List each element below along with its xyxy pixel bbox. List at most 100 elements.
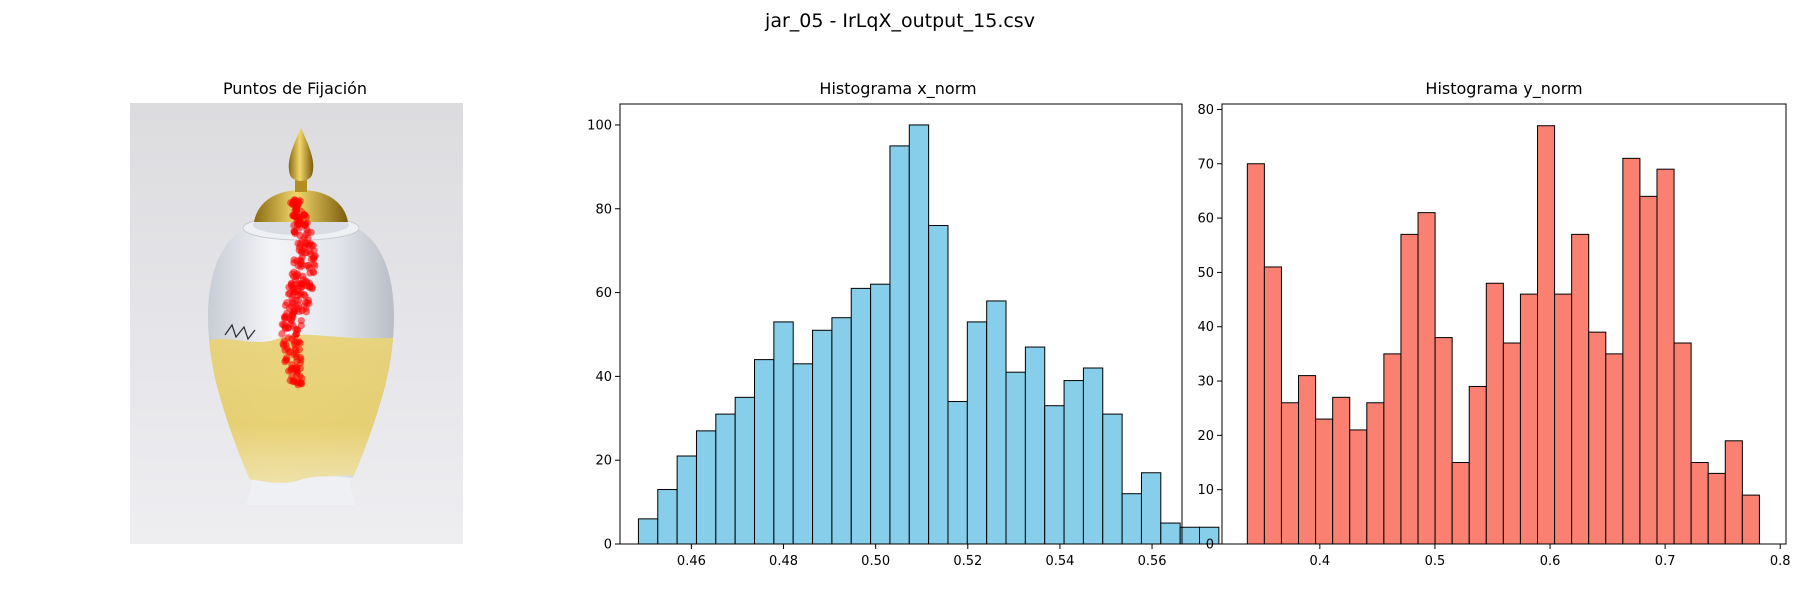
y-tick-label: 40 (1197, 320, 1214, 335)
histogram-x-title: Histograma x_norm (819, 79, 976, 99)
histogram-bar (1349, 429, 1368, 545)
fixation-point (287, 316, 296, 324)
histogram-bar (1434, 337, 1453, 545)
x-tick-label: 0.56 (1138, 554, 1167, 569)
fixation-point (305, 262, 313, 270)
histogram-x-bars (637, 124, 1220, 545)
histogram-bar (1140, 472, 1162, 545)
histogram-bar (1519, 293, 1539, 545)
x-tick-label: 0.4 (1309, 554, 1330, 569)
y-tick-label: 0 (1206, 538, 1214, 553)
figure-suptitle: jar_05 - IrLqX_output_15.csv (764, 10, 1035, 32)
histogram-bar (1280, 402, 1300, 545)
fixation-point (295, 296, 303, 304)
histogram-bar (1741, 494, 1760, 545)
x-tick-label: 0.5 (1425, 554, 1446, 569)
histogram-bar (1639, 195, 1658, 545)
histogram-bar (1024, 346, 1046, 545)
fixation-point (294, 239, 302, 248)
fixation-point (305, 283, 314, 292)
histogram-bar (947, 401, 968, 545)
fixation-point (296, 214, 304, 222)
x-tick-label: 0.7 (1655, 554, 1676, 569)
fixation-point (311, 262, 319, 270)
fixation-point (291, 284, 299, 292)
fixation-point (306, 269, 314, 277)
histogram-bar (1160, 522, 1181, 545)
histogram-bar (1383, 353, 1402, 545)
histogram-bar (1246, 163, 1265, 545)
fixation-point (285, 347, 293, 355)
y-tick-label: 20 (1197, 429, 1214, 444)
x-tick-label: 0.48 (769, 554, 798, 569)
fixation-point (292, 364, 300, 372)
histogram-bar (1656, 168, 1675, 545)
histogram-bar (1044, 405, 1065, 545)
histogram-bar (1366, 402, 1385, 545)
fixation-point (284, 324, 292, 332)
x-tick-label: 0.6 (1540, 554, 1561, 569)
x-tick-label: 0.50 (861, 554, 890, 569)
histogram-bar (1468, 385, 1487, 545)
fixation-point (296, 256, 305, 264)
histogram-bar (908, 124, 930, 545)
fixation-points (278, 196, 319, 389)
histogram-x-norm: Histograma x_norm 0.46 0.48 0.50 0.52 0.54 0.… (587, 79, 1220, 569)
histogram-bar (1537, 125, 1556, 545)
fixation-point (292, 350, 300, 358)
fixation-point (300, 244, 308, 252)
histogram-bar (870, 283, 891, 545)
histogram-bar (1502, 342, 1521, 545)
fixation-point (282, 340, 290, 349)
fixation-point (298, 380, 306, 388)
histogram-bar (1605, 353, 1624, 545)
y-tick-label: 60 (1197, 212, 1214, 227)
histogram-bar (1485, 282, 1504, 545)
fixation-point (287, 199, 295, 207)
histogram-bar (889, 145, 910, 545)
y-tick-label: 30 (1197, 375, 1214, 390)
fixation-point (293, 202, 301, 210)
fixation-point (292, 330, 300, 338)
histogram-bar (1298, 375, 1317, 545)
fixation-point (282, 312, 290, 320)
histogram-bar (1179, 526, 1201, 545)
histogram-bar (986, 300, 1007, 545)
histogram-y-title: Histograma y_norm (1425, 79, 1582, 99)
histogram-bar (637, 518, 659, 545)
histogram-y-axes-frame (1221, 103, 1787, 545)
x-tick-label: 0.8 (1770, 554, 1791, 569)
histogram-y-bars (1246, 125, 1760, 545)
histogram-bar (1673, 342, 1692, 545)
y-tick-label: 70 (1197, 157, 1214, 172)
histogram-bar (657, 489, 678, 545)
histogram-bar (754, 359, 775, 545)
histogram-bar (734, 396, 756, 545)
histogram-bar (1571, 233, 1590, 545)
fixation-point (282, 356, 290, 364)
fixation-point (285, 283, 293, 291)
fixation-point (300, 302, 308, 310)
histogram-bar (1400, 233, 1419, 545)
y-tick-label: 50 (1197, 266, 1214, 281)
fixation-point (304, 228, 312, 236)
histogram-bar (1724, 440, 1743, 545)
y-tick-label: 20 (595, 454, 612, 469)
histogram-bar (1315, 418, 1334, 545)
x-tick-label: 0.46 (677, 554, 706, 569)
histogram-y-yticks: 0 10 20 30 40 50 60 70 80 (1197, 103, 1222, 553)
histogram-x-axes-frame (619, 103, 1183, 545)
histogram-bar (1063, 380, 1084, 545)
histogram-bar (1451, 462, 1470, 545)
x-tick-label: 0.54 (1045, 554, 1074, 569)
histogram-bar (676, 455, 697, 545)
y-tick-label: 80 (1197, 103, 1214, 118)
fixation-point (286, 376, 294, 385)
histogram-bar (773, 321, 794, 545)
fixation-point (288, 303, 296, 311)
fixation-image-panel: Puntos de Fijación (130, 79, 463, 544)
histogram-bar (695, 430, 717, 545)
histogram-bar (1121, 493, 1142, 545)
fixation-point (301, 292, 309, 300)
